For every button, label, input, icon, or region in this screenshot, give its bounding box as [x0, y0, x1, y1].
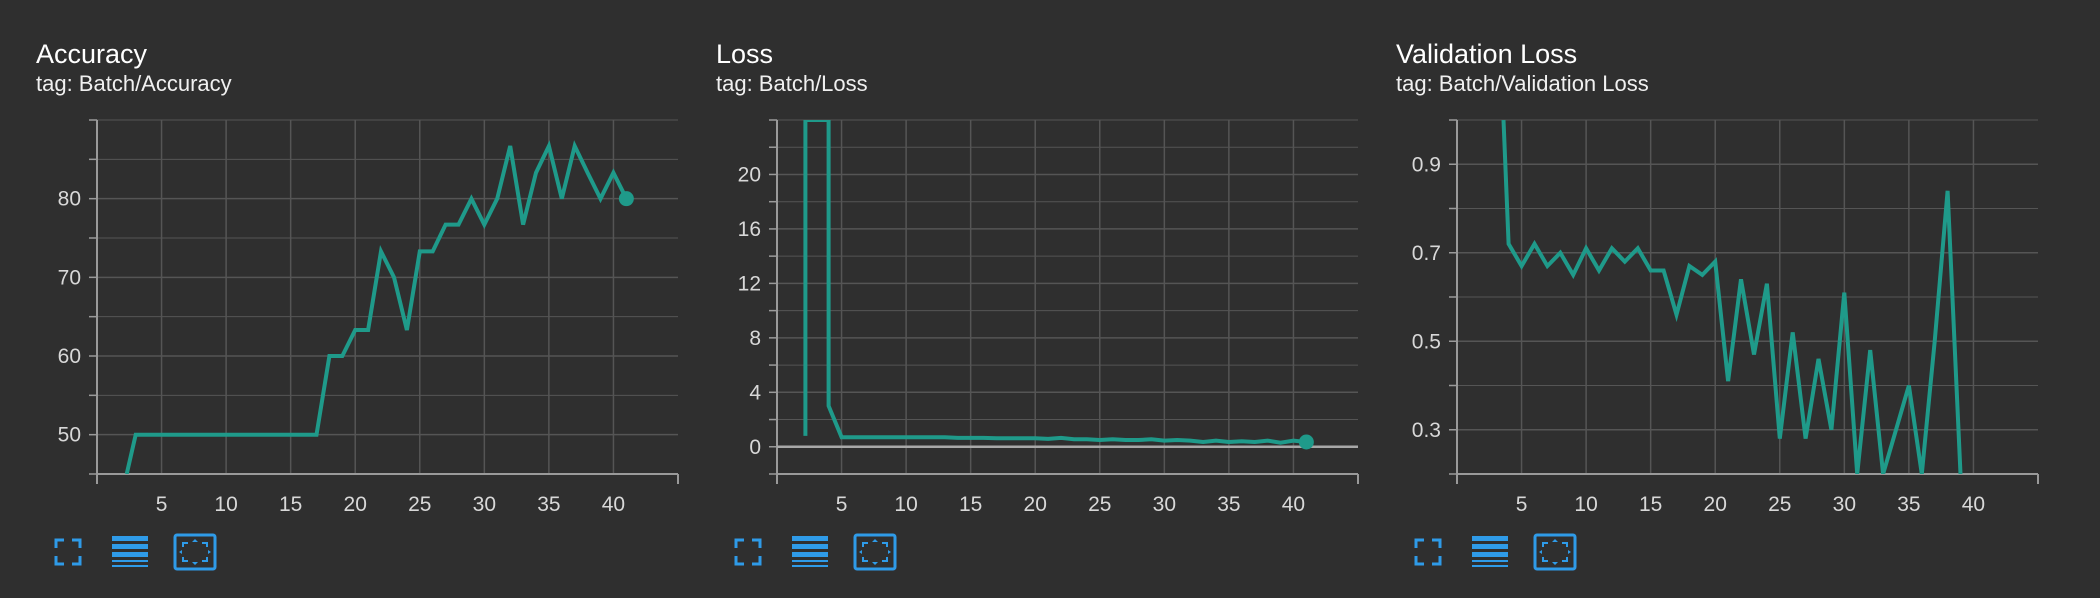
y-tick-label: 60: [58, 345, 81, 368]
x-tick-label: 25: [1088, 493, 1111, 516]
y-tick-label: 0: [749, 436, 761, 459]
accuracy-chart[interactable]: 5 10 15 20 25 30 35 40 50 60 70 80: [0, 0, 680, 520]
grid: [1449, 119, 2038, 475]
grid: [89, 119, 678, 475]
fit-domain-button[interactable]: [1532, 530, 1578, 574]
card-title: Accuracy: [36, 39, 148, 69]
y-tick-label: 70: [58, 266, 81, 289]
fit-domain-button[interactable]: [852, 530, 898, 574]
list-icon: [792, 536, 828, 567]
x-tick-label: 30: [473, 493, 496, 516]
y-tick-label: 0.7: [1412, 242, 1441, 265]
fullscreen-icon: [1414, 538, 1442, 566]
toggle-list-button[interactable]: [1470, 530, 1510, 574]
grid: [769, 119, 1358, 475]
y-tick-label: 8: [749, 327, 761, 350]
y-tick-label: 16: [738, 218, 761, 241]
x-tick-label: 40: [602, 493, 625, 516]
y-tick-label: 50: [58, 424, 81, 447]
toggle-list-button[interactable]: [110, 530, 150, 574]
series-line: [803, 120, 1307, 445]
x-tick-label: 20: [344, 493, 367, 516]
y-tick-label: 20: [738, 163, 761, 186]
card-tag: tag: Batch/Validation Loss: [1396, 71, 1649, 96]
card-tag: tag: Batch/Loss: [716, 71, 868, 96]
x-tick-label: 30: [1833, 493, 1856, 516]
x-tick-label: 10: [1574, 493, 1597, 516]
y-tick-label: 80: [58, 188, 81, 211]
fullscreen-icon: [54, 538, 82, 566]
card-validation-loss: Validation Loss tag: Batch/Validation Lo…: [1360, 0, 2040, 598]
fullscreen-icon: [734, 538, 762, 566]
last-point-marker: [618, 191, 634, 207]
list-icon: [1472, 536, 1508, 567]
chart-toolbar: [48, 530, 248, 574]
fit-domain-button[interactable]: [172, 530, 218, 574]
x-tick-label: 10: [894, 493, 917, 516]
x-tick-label: 15: [959, 493, 982, 516]
fit-domain-icon: [853, 533, 897, 571]
x-tick-label: 15: [279, 493, 302, 516]
x-tick-label: 20: [1704, 493, 1727, 516]
chart-toolbar: [728, 530, 928, 574]
x-tick-label: 15: [1639, 493, 1662, 516]
list-icon: [112, 536, 148, 567]
last-point-marker: [1298, 434, 1314, 450]
toggle-list-button[interactable]: [790, 530, 830, 574]
card-title: Validation Loss: [1396, 39, 1578, 69]
fit-domain-icon: [173, 533, 217, 571]
x-tick-label: 35: [1217, 493, 1240, 516]
series-line: [1501, 120, 1963, 474]
chart-toolbar: [1408, 530, 1608, 574]
x-tick-label: 25: [1768, 493, 1791, 516]
x-tick-label: 30: [1153, 493, 1176, 516]
series-line: [124, 140, 629, 474]
y-tick-label: 0.9: [1412, 153, 1441, 176]
y-tick-label: 12: [738, 272, 761, 295]
fullscreen-button[interactable]: [728, 530, 768, 574]
y-tick-label: 0.5: [1412, 330, 1441, 353]
y-tick-label: 0.3: [1412, 419, 1441, 442]
x-tick-label: 40: [1962, 493, 1985, 516]
fit-domain-icon: [1533, 533, 1577, 571]
x-tick-label: 25: [408, 493, 431, 516]
fullscreen-button[interactable]: [48, 530, 88, 574]
x-tick-label: 5: [836, 493, 848, 516]
validation-loss-chart[interactable]: 5 10 15 20 25 30 35 40 0.3 0.5 0.7 0.9: [1360, 0, 2040, 520]
loss-chart[interactable]: 5 10 15 20 25 30 35 40 0 4 8 12 16 20: [680, 0, 1360, 520]
x-tick-label: 5: [1516, 493, 1528, 516]
card-loss: Loss tag: Batch/Loss 5 10 15 20 25 30 35 40 0 4 8 1…: [680, 0, 1360, 598]
x-tick-label: 10: [214, 493, 237, 516]
x-tick-label: 40: [1282, 493, 1305, 516]
card-tag: tag: Batch/Accuracy: [36, 71, 232, 96]
fullscreen-button[interactable]: [1408, 530, 1448, 574]
x-tick-label: 5: [156, 493, 168, 516]
x-tick-label: 35: [1897, 493, 1920, 516]
x-tick-label: 35: [537, 493, 560, 516]
y-tick-label: 4: [749, 381, 761, 404]
x-tick-label: 20: [1024, 493, 1047, 516]
card-title: Loss: [716, 39, 774, 69]
card-accuracy: Accuracy tag: Batch/Accuracy 5 10 15 20 25 30…: [0, 0, 680, 598]
